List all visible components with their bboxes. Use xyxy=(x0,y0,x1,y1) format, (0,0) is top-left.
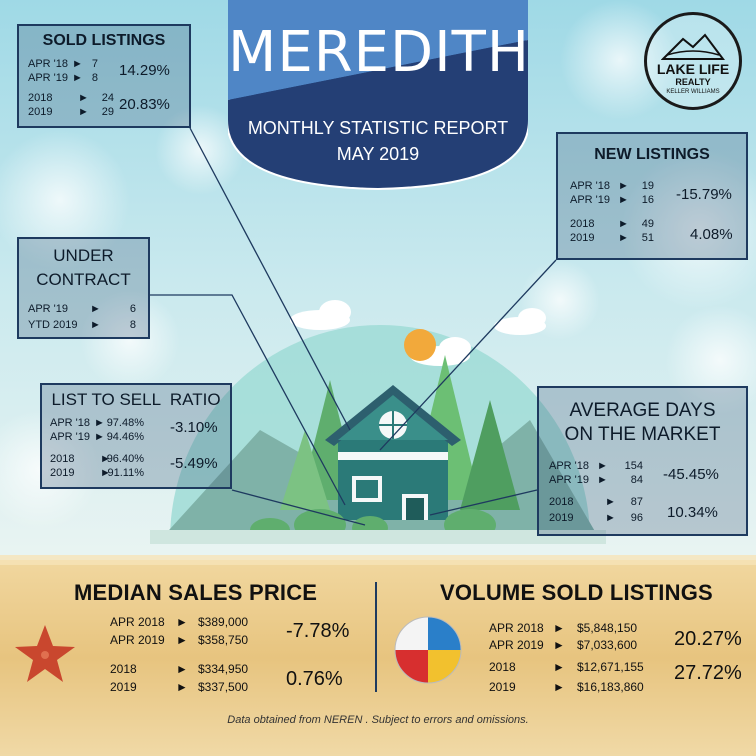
median-sales-price-title: MEDIAN SALES PRICE xyxy=(74,580,318,605)
volume-pct-ytd: 27.72% xyxy=(674,662,742,684)
median-pct-monthly: -7.78% xyxy=(286,620,350,642)
tree xyxy=(280,430,330,510)
lake-life-logo: LAKE LIFE REALTY KELLER WILLIAMS xyxy=(644,12,742,110)
mountain-logo-icon xyxy=(661,33,725,60)
pct-ytd: 4.08% xyxy=(690,226,733,243)
median-pct-ytd: 0.76% xyxy=(286,668,343,690)
subtitle-line2: MAY 2019 xyxy=(336,144,420,164)
bokeh-light xyxy=(0,410,100,530)
beach-ball-icon xyxy=(394,616,462,684)
connector-lines xyxy=(150,127,557,526)
new-listings-panel: NEW LISTINGS APR '18 ► 19 APR '19 ► 16 -15.7… xyxy=(556,132,748,260)
pct-monthly: 14.29% xyxy=(119,62,170,79)
pct-monthly: -45.45% xyxy=(663,466,719,483)
panel-title: LIST TO SELL RATIO xyxy=(51,390,221,409)
panel-title: SOLD LISTINGS xyxy=(42,32,166,49)
footer-disclaimer: Data obtained from NEREN . Subject to er… xyxy=(227,714,529,726)
title-banner xyxy=(228,0,528,190)
bokeh-light xyxy=(0,130,130,270)
panel-title-line1: UNDER xyxy=(53,246,114,265)
sand xyxy=(0,560,756,756)
panel-title-line2: CONTRACT xyxy=(36,270,131,289)
panel-title-line1: AVERAGE DAYS xyxy=(569,400,716,421)
logo-line1: LAKE LIFE xyxy=(656,61,730,77)
list-to-sell-ratio-panel: LIST TO SELL RATIO APR '18 ► 97.48% APR '1… xyxy=(40,383,232,489)
bokeh-light xyxy=(620,150,756,310)
volume-sold-title: VOLUME SOLD LISTINGS xyxy=(440,580,713,605)
pct-monthly: -15.79% xyxy=(676,186,732,203)
starfish-icon xyxy=(15,625,75,682)
under-contract-panel: UNDER CONTRACT APR '19 ► 6 YTD 2019 ► 8 xyxy=(17,237,150,339)
average-days-panel: AVERAGE DAYS ON THE MARKET APR '18 ► 154 A… xyxy=(537,386,748,536)
page-title: MEREDITH xyxy=(228,20,530,85)
panel-title: NEW LISTINGS xyxy=(594,146,710,163)
pct-ytd: 20.83% xyxy=(119,96,170,113)
pct-ytd: -5.49% xyxy=(170,455,218,472)
sun xyxy=(404,329,436,361)
house xyxy=(325,385,461,520)
panel-title-line2: ON THE MARKET xyxy=(564,424,721,445)
logo-line3: KELLER WILLIAMS xyxy=(666,89,720,95)
pct-ytd: 10.34% xyxy=(667,504,718,521)
bokeh-light xyxy=(560,0,680,120)
subtitle-line1: MONTHLY STATISTIC REPORT xyxy=(247,118,509,138)
pct-monthly: -3.10% xyxy=(170,419,218,436)
sold-listings-panel: SOLD LISTINGS APR '18 ► 7 APR '19 ► 8 14.29%… xyxy=(17,24,191,128)
tree xyxy=(460,400,520,510)
volume-pct-monthly: 20.27% xyxy=(674,628,742,650)
bokeh-light xyxy=(80,290,180,390)
logo-line2: REALTY xyxy=(675,77,711,87)
